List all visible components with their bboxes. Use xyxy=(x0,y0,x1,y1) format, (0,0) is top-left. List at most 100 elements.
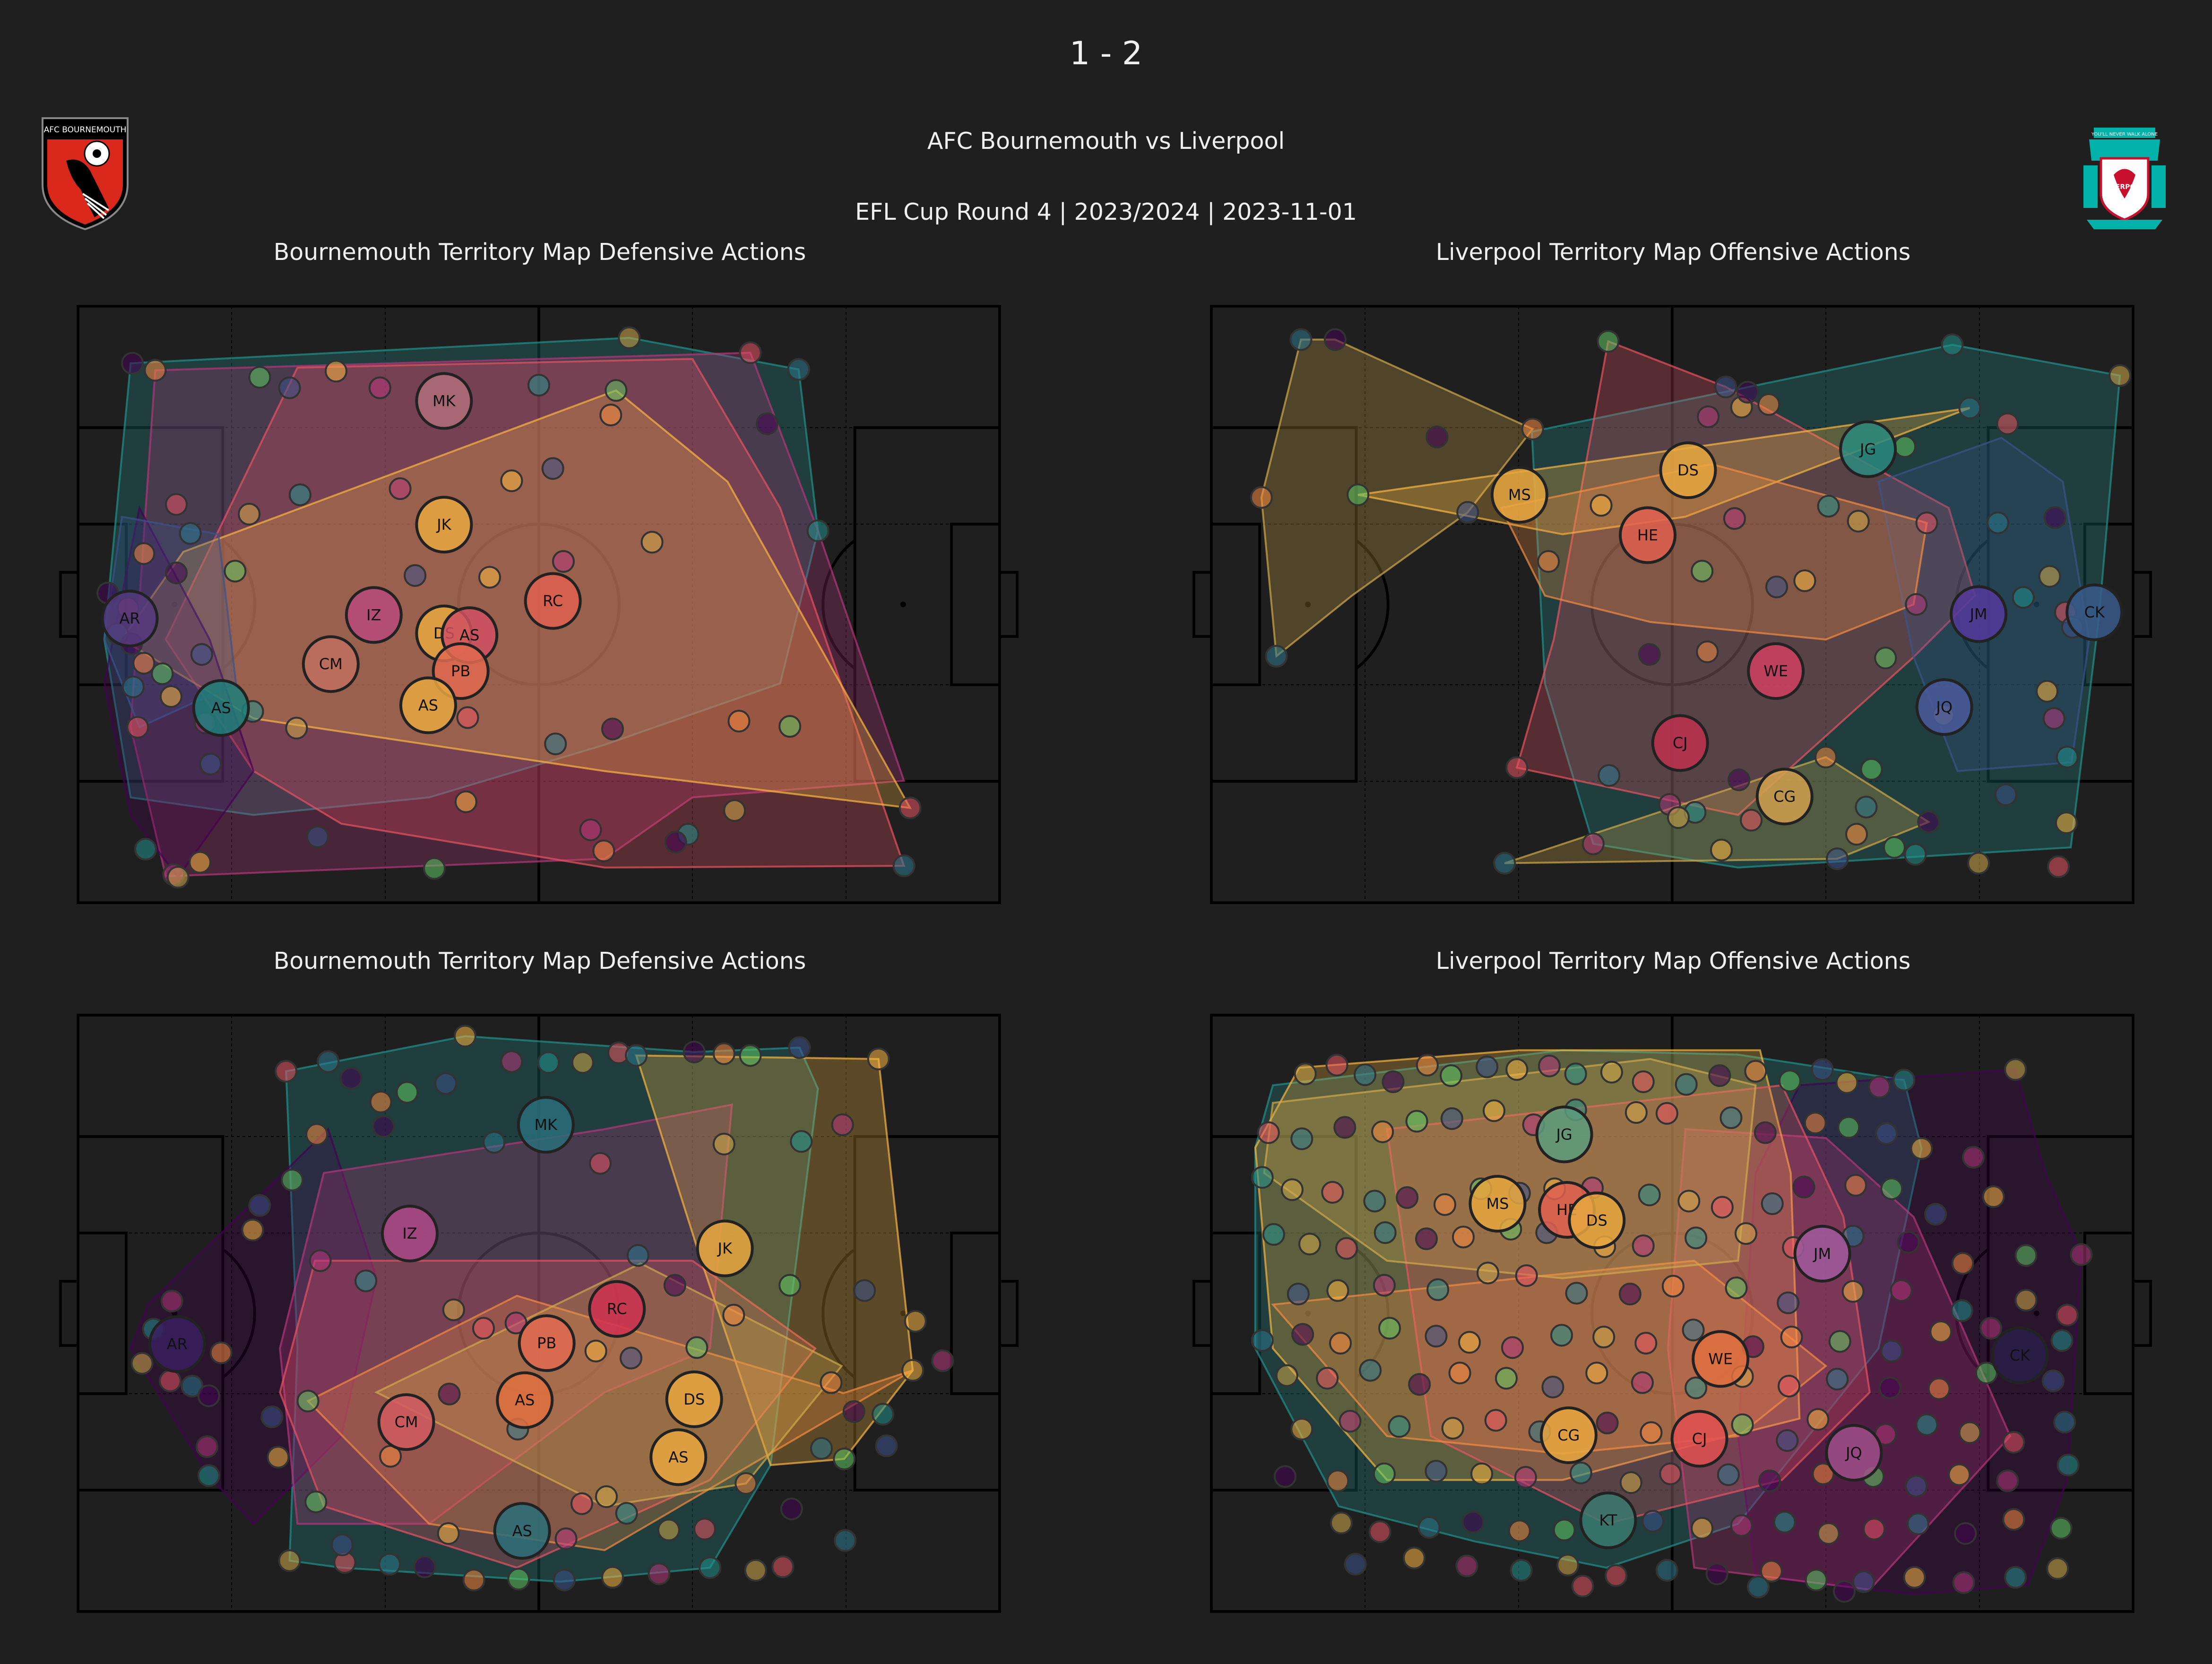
action-point xyxy=(1719,1106,1743,1129)
action-point xyxy=(1321,1181,1344,1204)
action-point xyxy=(1333,1116,1357,1139)
action-point xyxy=(1600,1060,1623,1084)
action-point xyxy=(787,358,810,381)
action-point xyxy=(788,1036,811,1059)
action-point xyxy=(241,1218,264,1242)
action-point xyxy=(1632,1234,1655,1258)
action-point xyxy=(734,1472,758,1495)
action-point xyxy=(2043,506,2066,529)
action-point xyxy=(739,341,762,364)
player-label: CM xyxy=(319,655,343,673)
action-point xyxy=(456,706,479,729)
player-marker-he: HE xyxy=(1619,506,1676,564)
action-point xyxy=(1294,1062,1317,1086)
action-point xyxy=(1374,1221,1397,1244)
action-point xyxy=(867,1047,890,1070)
action-point xyxy=(2050,1329,2074,1352)
action-point xyxy=(1619,1471,1642,1494)
action-point xyxy=(1924,1203,1947,1226)
action-point xyxy=(378,1552,401,1576)
action-point xyxy=(1597,330,1620,353)
player-label: AR xyxy=(120,610,140,628)
player-marker-jq: JQ xyxy=(1825,1424,1883,1482)
action-point xyxy=(1747,1576,1770,1599)
player-label: HE xyxy=(1637,526,1658,544)
action-point xyxy=(372,1115,395,1138)
action-point xyxy=(1685,1376,1708,1399)
action-point xyxy=(1837,1116,1860,1139)
action-point xyxy=(693,1517,716,1541)
action-point xyxy=(368,376,391,399)
action-point xyxy=(1875,1122,1898,1145)
action-point xyxy=(1804,1112,1827,1135)
action-point xyxy=(438,1382,461,1405)
action-point xyxy=(625,1044,648,1067)
action-point xyxy=(1565,1282,1588,1305)
action-point xyxy=(1815,745,1837,768)
player-label: DS xyxy=(1586,1211,1607,1229)
action-point xyxy=(1592,1326,1616,1349)
action-point xyxy=(1363,1190,1386,1213)
player-marker-ds: DS xyxy=(1568,1191,1626,1250)
action-point xyxy=(1287,1283,1310,1306)
action-point xyxy=(599,404,622,427)
action-point xyxy=(1553,1518,1576,1542)
player-label: AS xyxy=(512,1522,532,1540)
action-point xyxy=(1416,1053,1439,1077)
action-point xyxy=(1470,1462,1493,1485)
action-point xyxy=(1948,1463,1971,1486)
action-point xyxy=(1685,1226,1708,1250)
action-point xyxy=(2070,1243,2093,1266)
action-point xyxy=(1368,1520,1391,1543)
action-point xyxy=(2014,1244,2038,1267)
action-point xyxy=(1705,1562,1728,1586)
action-point xyxy=(640,531,664,554)
action-point xyxy=(712,1132,735,1155)
action-point xyxy=(1717,1463,1740,1486)
pitch-home-bottom: MK IZ JK RC PB AR AS DS CM AS AS xyxy=(59,1014,1019,1613)
action-point xyxy=(1251,1329,1274,1352)
action-point xyxy=(288,483,311,507)
action-point xyxy=(1257,1121,1280,1144)
action-point xyxy=(820,1371,843,1394)
action-point xyxy=(2047,855,2070,878)
action-point xyxy=(1844,1174,1867,1197)
action-point xyxy=(722,1303,745,1327)
action-point xyxy=(248,366,271,389)
action-point xyxy=(1326,1469,1349,1492)
pitch-home-top: MKJKRCIZARDSASPBCMASAS xyxy=(59,305,1019,904)
action-point xyxy=(2004,1566,2027,1589)
action-point xyxy=(1905,593,1928,616)
action-point xyxy=(1675,1073,1698,1096)
svg-text:LIVERPOOL: LIVERPOOL xyxy=(2104,183,2145,191)
action-point xyxy=(1855,795,1878,819)
player-marker-ar: AR xyxy=(148,1315,206,1373)
action-point xyxy=(1954,1522,1977,1545)
action-point xyxy=(1677,1190,1701,1213)
action-point xyxy=(1760,1560,1783,1583)
player-label: JM xyxy=(1813,1245,1831,1263)
action-point xyxy=(1537,550,1560,573)
action-point xyxy=(275,1060,298,1083)
action-point xyxy=(134,837,157,861)
action-point xyxy=(1452,1225,1475,1249)
action-point xyxy=(1841,1280,1865,1303)
player-marker-cj: CJ xyxy=(1670,1410,1728,1468)
action-point xyxy=(1852,1570,1875,1593)
action-point xyxy=(1708,1064,1731,1087)
action-point xyxy=(151,662,174,685)
action-point xyxy=(553,1569,576,1592)
action-point xyxy=(1618,1283,1642,1306)
player-label: MS xyxy=(1486,1195,1509,1213)
action-point xyxy=(1950,1299,1973,1322)
action-point xyxy=(1967,852,1990,875)
action-point xyxy=(683,1040,706,1063)
action-point xyxy=(1776,1429,1799,1452)
action-point xyxy=(1929,1320,1953,1343)
player-label: AS xyxy=(668,1448,688,1466)
action-point xyxy=(130,1352,154,1375)
action-point xyxy=(1289,328,1313,351)
action-point xyxy=(1440,1064,1462,1087)
action-point xyxy=(1907,1512,1929,1535)
action-point xyxy=(1642,1509,1665,1533)
